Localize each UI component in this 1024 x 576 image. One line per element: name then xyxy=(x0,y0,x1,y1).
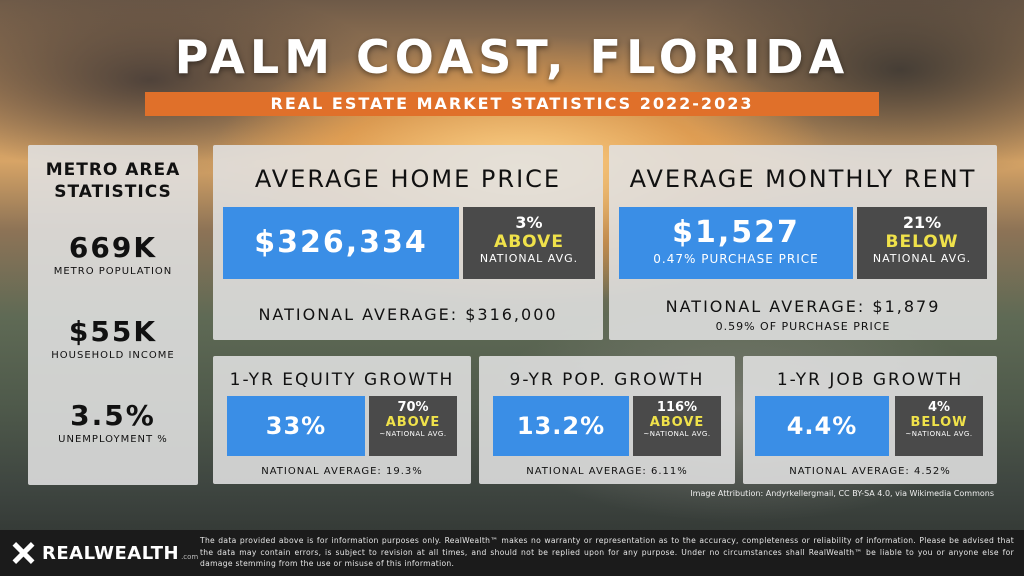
home-price-direction: ABOVE xyxy=(494,232,564,252)
rent-value-box: $1,527 0.47% PURCHASE PRICE xyxy=(619,207,853,279)
equity-value: 33% xyxy=(227,396,365,456)
pop-national-label: ~NATIONAL AVG. xyxy=(643,430,711,438)
metro-heading-line1: METRO AREA xyxy=(45,160,181,180)
rent-comparison: 21% BELOW NATIONAL AVG. xyxy=(857,207,987,279)
rent-national-sub: 0.59% OF PURCHASE PRICE xyxy=(715,320,891,333)
job-pct: 4% xyxy=(927,400,951,415)
rent-pct: 21% xyxy=(902,213,942,232)
job-national-label: ~NATIONAL AVG. xyxy=(905,430,973,438)
job-direction: BELOW xyxy=(910,415,968,430)
realwealth-x-icon xyxy=(10,540,36,566)
equity-comparison: 70% ABOVE ~NATIONAL AVG. xyxy=(369,396,457,456)
home-price-pct: 3% xyxy=(515,213,543,232)
rent-panel: AVERAGE MONTHLY RENT $1,527 0.47% PURCHA… xyxy=(609,145,997,340)
job-growth-panel: 1-YR JOB GROWTH 4.4% 4% BELOW ~NATIONAL … xyxy=(743,356,997,484)
unemployment-label: UNEMPLOYMENT % xyxy=(58,434,168,445)
metro-heading: METRO AREA STATISTICS xyxy=(28,159,198,203)
footer: REALWEALTH .com The data provided above … xyxy=(0,530,1024,576)
rent-heading: AVERAGE MONTHLY RENT xyxy=(629,165,977,193)
disclaimer-text: The data provided above is for informati… xyxy=(200,536,1014,568)
logo-text: REALWEALTH xyxy=(42,542,180,564)
equity-heading: 1-YR EQUITY GROWTH xyxy=(229,370,455,390)
equity-national-average: NATIONAL AVERAGE: 19.3% xyxy=(261,466,423,477)
equity-national-label: ~NATIONAL AVG. xyxy=(379,430,447,438)
pop-value: 13.2% xyxy=(493,396,629,456)
household-income-label: HOUSEHOLD INCOME xyxy=(51,350,175,361)
metro-population-stat: 669K METRO POPULATION xyxy=(28,231,198,277)
home-price-national-average: NATIONAL AVERAGE: $316,000 xyxy=(258,305,558,324)
job-comparison: 4% BELOW ~NATIONAL AVG. xyxy=(895,396,983,456)
pop-heading: 9-YR POP. GROWTH xyxy=(509,370,705,390)
home-price-national-label: NATIONAL AVG. xyxy=(479,252,579,265)
metro-population-value: 669K xyxy=(68,231,158,264)
equity-direction: ABOVE xyxy=(385,415,441,430)
pop-national-average: NATIONAL AVERAGE: 6.11% xyxy=(526,466,688,477)
page-title: PALM COAST, FLORIDA xyxy=(174,30,850,84)
metro-stats-panel: METRO AREA STATISTICS 669K METRO POPULAT… xyxy=(28,145,198,485)
rent-sub: 0.47% PURCHASE PRICE xyxy=(653,252,819,266)
household-income-stat: $55K HOUSEHOLD INCOME xyxy=(28,315,198,361)
home-price-heading: AVERAGE HOME PRICE xyxy=(254,165,562,193)
metro-heading-line2: STATISTICS xyxy=(54,182,172,202)
pop-pct: 116% xyxy=(656,400,698,415)
home-price-comparison: 3% ABOVE NATIONAL AVG. xyxy=(463,207,595,279)
home-price-value: $326,334 xyxy=(223,207,459,279)
household-income-value: $55K xyxy=(68,315,158,348)
pop-comparison: 116% ABOVE ~NATIONAL AVG. xyxy=(633,396,721,456)
home-price-panel: AVERAGE HOME PRICE $326,334 3% ABOVE NAT… xyxy=(213,145,603,340)
rent-national-label: NATIONAL AVG. xyxy=(872,252,972,265)
rent-direction: BELOW xyxy=(885,232,959,252)
equity-growth-panel: 1-YR EQUITY GROWTH 33% 70% ABOVE ~NATION… xyxy=(213,356,471,484)
pop-direction: ABOVE xyxy=(649,415,705,430)
rent-value: $1,527 xyxy=(672,215,800,250)
unemployment-stat: 3.5% UNEMPLOYMENT % xyxy=(28,399,198,445)
equity-pct: 70% xyxy=(397,400,429,415)
image-attribution: Image Attribution: Andyrkellergmail, CC … xyxy=(690,489,994,498)
logo-suffix: .com xyxy=(181,553,199,561)
realwealth-logo[interactable]: REALWEALTH .com xyxy=(10,538,198,568)
job-value: 4.4% xyxy=(755,396,889,456)
job-heading: 1-YR JOB GROWTH xyxy=(776,370,964,390)
metro-population-label: METRO POPULATION xyxy=(53,266,173,277)
subtitle-banner: REAL ESTATE MARKET STATISTICS 2022-2023 xyxy=(145,92,879,116)
job-national-average: NATIONAL AVERAGE: 4.52% xyxy=(789,466,951,477)
rent-national-average: NATIONAL AVERAGE: $1,879 xyxy=(665,297,941,316)
pop-growth-panel: 9-YR POP. GROWTH 13.2% 116% ABOVE ~NATIO… xyxy=(479,356,735,484)
unemployment-value: 3.5% xyxy=(70,399,156,432)
